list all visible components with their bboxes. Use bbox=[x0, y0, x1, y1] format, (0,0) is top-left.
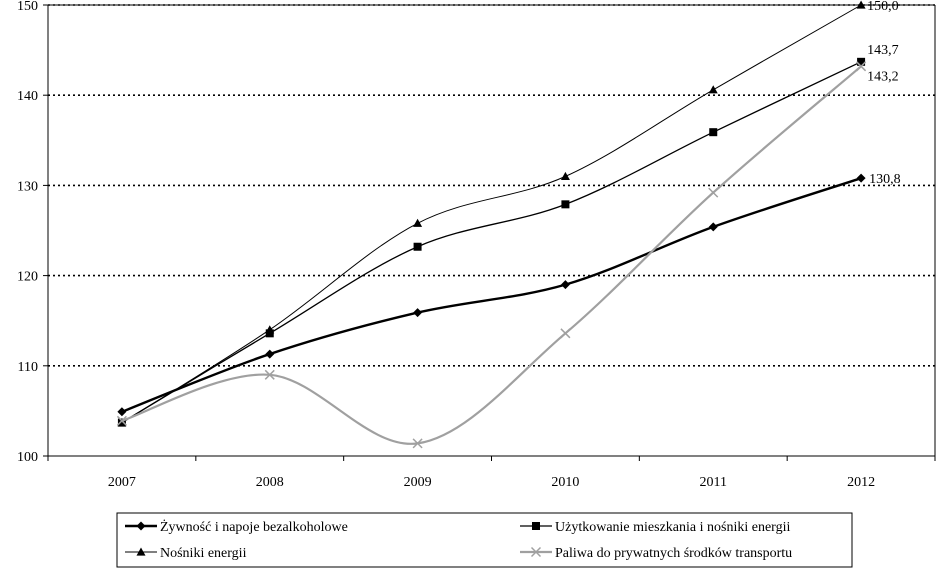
series-2 bbox=[117, 57, 866, 427]
legend-item: Żywność i napoje bezalkoholowe bbox=[125, 519, 348, 535]
y-tick-label: 140 bbox=[17, 89, 38, 104]
x-tick-label: 2009 bbox=[404, 475, 432, 490]
data-point-diamond bbox=[413, 308, 423, 318]
y-tick-label: 120 bbox=[17, 270, 38, 285]
data-point-x bbox=[560, 328, 571, 339]
legend-marker-square bbox=[532, 522, 540, 530]
legend-label: Nośniki energii bbox=[160, 546, 247, 561]
end-value-label: 150,0 bbox=[867, 0, 899, 14]
series-line bbox=[121, 177, 862, 413]
legend-label: Paliwa do prywatnych środków transportu bbox=[555, 546, 792, 561]
series-line bbox=[121, 65, 862, 445]
y-tick-label: 100 bbox=[17, 450, 38, 465]
x-tick-label: 2010 bbox=[551, 475, 579, 490]
legend: Żywność i napoje bezalkoholowe Użytkowani… bbox=[116, 512, 853, 568]
data-point-triangle bbox=[560, 171, 570, 180]
data-point-triangle bbox=[708, 85, 718, 94]
data-point-triangle bbox=[856, 0, 866, 9]
data-point-triangle bbox=[413, 218, 423, 227]
axes: 100 110 120 130 140 150 2007 2008 2009 2010 2011 20… bbox=[17, 0, 936, 490]
data-labels: 130,8 143,7 150,0 143,2 bbox=[867, 0, 901, 187]
legend-marker-triangle bbox=[136, 547, 146, 556]
data-point-square bbox=[561, 200, 570, 209]
end-value-label: 143,7 bbox=[867, 43, 899, 58]
x-tick-label: 2012 bbox=[847, 475, 875, 490]
y-tick-label: 110 bbox=[18, 360, 38, 375]
data-point-square bbox=[265, 329, 274, 338]
legend-item: Nośniki energii bbox=[125, 546, 247, 561]
x-tick-label: 2007 bbox=[108, 475, 136, 490]
series-line bbox=[121, 61, 862, 424]
data-point-diamond bbox=[708, 222, 718, 232]
legend-marker-diamond bbox=[136, 521, 146, 531]
end-value-label: 130,8 bbox=[869, 172, 901, 187]
data-point-x bbox=[264, 369, 275, 380]
legend-label: Użytkowanie mieszkania i nośniki energii bbox=[555, 520, 790, 535]
legend-items: Żywność i napoje bezalkoholowe Użytkowani… bbox=[125, 519, 792, 561]
x-tick-label: 2011 bbox=[700, 475, 727, 490]
grid-lines bbox=[48, 4, 935, 367]
legend-marker-x bbox=[530, 546, 542, 558]
legend-item: Paliwa do prywatnych środków transportu bbox=[520, 546, 792, 561]
series-3 bbox=[117, 0, 866, 427]
data-point-x bbox=[116, 415, 127, 426]
data-point-x bbox=[856, 61, 867, 72]
series-layer bbox=[116, 0, 867, 449]
series-1 bbox=[117, 173, 866, 417]
data-point-diamond bbox=[560, 280, 570, 290]
data-point-square bbox=[709, 128, 718, 137]
data-point-x bbox=[412, 438, 423, 449]
legend-item: Użytkowanie mieszkania i nośniki energii bbox=[520, 520, 790, 535]
data-point-triangle bbox=[265, 325, 275, 334]
data-point-diamond bbox=[856, 173, 866, 183]
data-point-diamond bbox=[265, 349, 275, 359]
data-point-square bbox=[413, 242, 422, 251]
data-point-x bbox=[708, 187, 719, 198]
data-point-square bbox=[857, 57, 866, 66]
x-tick-label: 2008 bbox=[256, 475, 284, 490]
y-tick-label: 130 bbox=[17, 179, 38, 194]
end-value-label: 143,2 bbox=[867, 69, 899, 84]
series-line bbox=[121, 4, 862, 424]
legend-label: Żywność i napoje bezalkoholowe bbox=[160, 519, 348, 535]
data-point-diamond bbox=[117, 407, 127, 417]
y-tick-label: 150 bbox=[17, 0, 38, 14]
series-4 bbox=[116, 61, 867, 449]
legend-box bbox=[116, 512, 853, 568]
data-point-triangle bbox=[117, 418, 127, 427]
